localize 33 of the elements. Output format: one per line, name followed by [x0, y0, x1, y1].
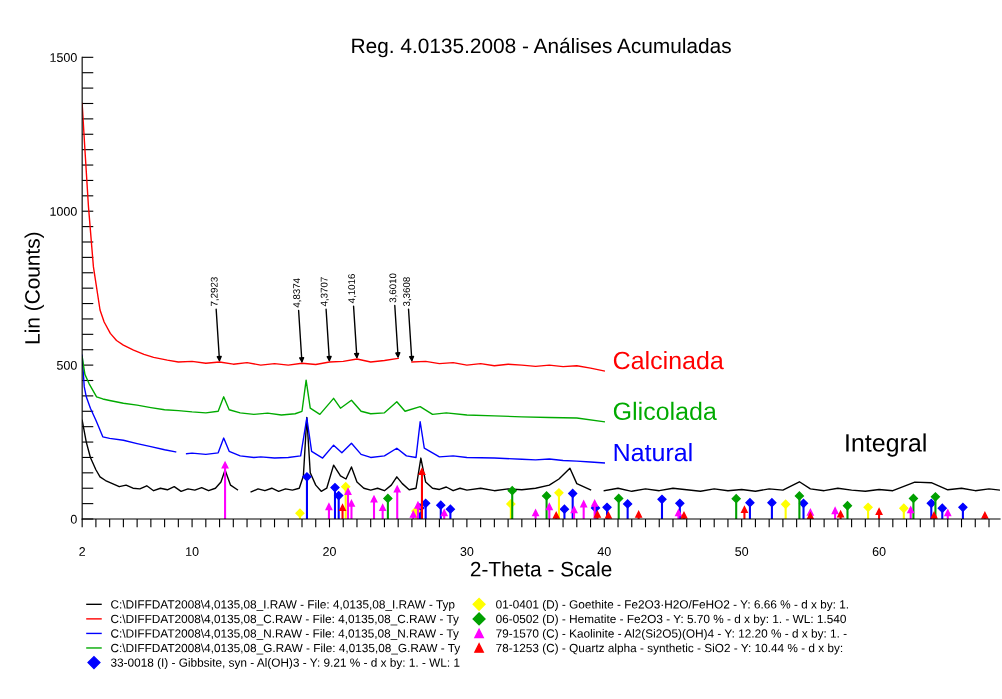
x-tick-label: 40 [597, 547, 611, 556]
legend-label: C:\DIFFDAT2008\4,0135,08_I.RAW - File: 4,0135,08_I.RAW - Typ [111, 599, 455, 611]
annotation: 3,6010 [389, 273, 398, 303]
annotation: Glicolada [613, 401, 717, 421]
annotation: 4,8374 [293, 278, 302, 308]
legend-label: 79-1570 (C) - Kaolinite - Al2(Si2O5)(OH)4 - Y: 12.20 % - d x by: 1. - [496, 629, 847, 641]
annotation: 4,3707 [320, 277, 329, 307]
legend-label: 33-0018 (I) - Gibbsite, syn - Al(OH)3 - Y: 9.21 % - d x by: 1. - WL: 1 [110, 658, 460, 670]
x-tick-label: 2 [79, 547, 86, 556]
annotation: 3,3608 [403, 277, 412, 307]
legend-label: C:\DIFFDAT2008\4,0135,08_N.RAW - File: 4,0135,08_N.RAW - Ty [111, 629, 459, 641]
legend-label: 06-0502 (D) - Hematite - Fe2O3 - Y: 5.70 % - d x by: 1. - WL: 1.540 [496, 614, 846, 626]
y-tick-label: 1000 [50, 207, 77, 216]
annotation: Calcinada [613, 350, 724, 370]
y-tick-label: 500 [56, 360, 77, 370]
y-axis-title: Lin (Counts) [24, 232, 44, 344]
x-tick-label: 10 [186, 547, 199, 556]
x-tick-label: 50 [735, 547, 749, 556]
x-tick-label: 30 [460, 547, 474, 556]
y-tick-label: 0 [70, 514, 77, 524]
legend-label: C:\DIFFDAT2008\4,0135,08_G.RAW - File: 4,0135,08_G.RAW - Ty [111, 643, 461, 655]
x-tick-label: 60 [872, 547, 886, 556]
x-tick-label: 20 [323, 547, 336, 556]
annotation: 4,1016 [348, 274, 357, 304]
x-axis-title: 2-Theta - Scale [470, 561, 612, 577]
annotation: 7,2923 [210, 277, 219, 306]
y-tick-label: 1500 [50, 53, 77, 62]
legend-label: 01-0401 (D) - Goethite - Fe2O3·H2O/FeHO2 - Y: 6.66 % - d x by: 1. [496, 599, 848, 611]
chart-title: Reg. 4.0135.2008 - Análises Acumuladas [352, 37, 731, 58]
legend-label: C:\DIFFDAT2008\4,0135,08_C.RAW - File: 4,0135,08_C.RAW - Ty [111, 614, 459, 626]
annotation: Integral [846, 433, 926, 457]
legend-label: 78-1253 (C) - Quartz alpha - synthetic - SiO2 - Y: 10.44 % - d x by: [496, 643, 843, 655]
annotation: Natural [614, 443, 692, 462]
